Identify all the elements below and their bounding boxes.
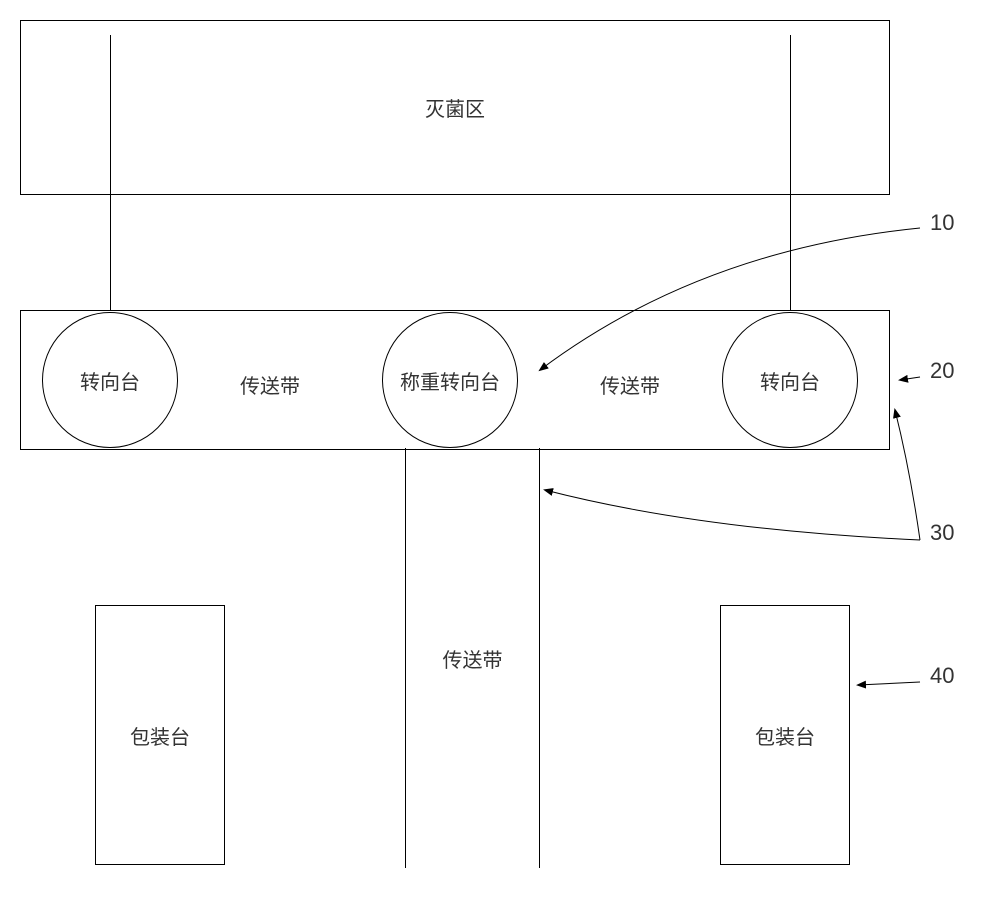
vertical-conveyor: 传送带	[405, 448, 540, 868]
vertical-conveyor-label: 传送带	[443, 644, 503, 673]
callout-10-label: 10	[930, 210, 954, 236]
turntable-left-label: 转向台	[80, 366, 140, 395]
turntable-left: 转向台	[42, 312, 178, 448]
sterilization-zone: 灭菌区	[20, 20, 890, 195]
turntable-right: 转向台	[722, 312, 858, 448]
callout-40-label: 40	[930, 663, 954, 689]
packaging-left-label: 包装台	[130, 721, 190, 750]
weighing-turntable: 称重转向台	[382, 312, 518, 448]
left-connector-line	[110, 35, 111, 310]
weighing-turntable-label: 称重转向台	[400, 366, 500, 395]
conveyor-label-2: 传送带	[600, 370, 660, 399]
turntable-right-label: 转向台	[760, 366, 820, 395]
packaging-station-right: 包装台	[720, 605, 850, 865]
sterilization-label: 灭菌区	[425, 93, 485, 122]
callout-30-label: 30	[930, 520, 954, 546]
callout-30-arrow-a	[545, 490, 920, 540]
callout-20-label: 20	[930, 358, 954, 384]
callout-40-arrow	[858, 682, 920, 685]
callout-30-arrow-b	[895, 410, 920, 540]
callout-20-arrow	[900, 377, 920, 380]
packaging-station-left: 包装台	[95, 605, 225, 865]
right-connector-line	[790, 35, 791, 310]
conveyor-label-1: 传送带	[240, 370, 300, 399]
packaging-right-label: 包装台	[755, 721, 815, 750]
